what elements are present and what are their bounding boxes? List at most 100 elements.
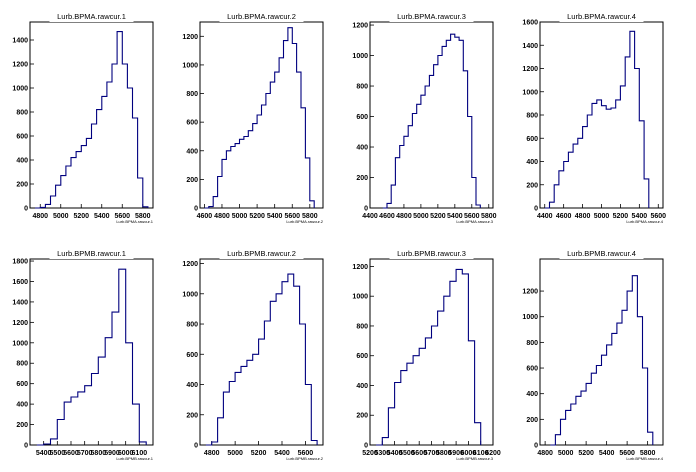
y-tick-label: 200 xyxy=(186,177,198,184)
x-tick-label: 5900 xyxy=(104,450,120,457)
x-axis-title: Lurb.BPMA.rawcur.3 xyxy=(456,219,493,224)
y-tick-label: 600 xyxy=(186,120,198,127)
plot-frame xyxy=(29,21,154,209)
x-tick-label: 5000 xyxy=(232,213,248,220)
title-box xyxy=(389,245,474,259)
y-tick-label: 0 xyxy=(534,443,538,450)
x-axis-title: Lurb.BPMA.rawcur.1 xyxy=(116,219,153,224)
x-tick-label: 5200 xyxy=(578,450,594,457)
x-tick-label: 5700 xyxy=(424,450,440,457)
y-tick-label: 400 xyxy=(186,148,198,155)
x-tick-label: 6000 xyxy=(461,450,477,457)
y-tick-label: 1200 xyxy=(352,23,368,30)
y-tick-label: 1400 xyxy=(12,299,28,306)
x-tick-label: 5500 xyxy=(399,450,415,457)
y-tick-label: 600 xyxy=(16,134,28,141)
y-tick-label: 1000 xyxy=(352,53,368,60)
y-tick-label: 800 xyxy=(16,110,28,117)
x-axis-title: Lurb.BPMB.rawcur.4 xyxy=(626,456,663,461)
histogram-title: Lurb.BPMB.rawcur.3 xyxy=(397,249,466,258)
title-box xyxy=(49,8,134,22)
y-tick-label: 0 xyxy=(364,206,368,213)
x-tick-label: 6100 xyxy=(132,450,148,457)
x-tick-label: 5000 xyxy=(594,213,610,220)
x-tick-label: 5600 xyxy=(411,450,427,457)
x-tick-label: 5300 xyxy=(375,450,391,457)
y-tick-label: 400 xyxy=(356,383,368,390)
y-tick-label: 200 xyxy=(526,417,538,424)
x-tick-label: 5400 xyxy=(447,213,463,220)
x-tick-label: 5800 xyxy=(91,450,107,457)
x-tick-label: 4800 xyxy=(32,213,48,220)
x-tick-label: 5900 xyxy=(448,450,464,457)
x-tick-label: 5000 xyxy=(227,450,243,457)
x-tick-label: 4800 xyxy=(204,450,220,457)
histogram-panel: Lurb.BPMA.rawcur.1 0 200 400 600 800 1000 1200 1… xyxy=(12,8,154,224)
y-tick-label: 1800 xyxy=(12,259,28,266)
y-tick-label: 1000 xyxy=(12,340,28,347)
y-tick-label: 800 xyxy=(16,361,28,368)
x-tick-label: 5200 xyxy=(362,450,378,457)
x-tick-label: 6200 xyxy=(485,450,501,457)
y-tick-label: 1000 xyxy=(352,294,368,301)
plot-frame xyxy=(29,258,154,446)
histogram-series xyxy=(376,268,482,446)
y-tick-label: 800 xyxy=(356,323,368,330)
x-tick-label: 4600 xyxy=(197,213,213,220)
y-tick-label: 1600 xyxy=(522,20,538,27)
y-tick-label: 0 xyxy=(24,206,28,213)
x-tick-label: 5000 xyxy=(53,213,69,220)
histogram-series xyxy=(550,275,654,446)
x-tick-label: 4600 xyxy=(379,213,395,220)
x-tick-label: 5500 xyxy=(50,450,66,457)
y-tick-label: 400 xyxy=(16,158,28,165)
y-tick-label: 800 xyxy=(526,113,538,120)
x-axis-title: Lurb.BPMB.rawcur.2 xyxy=(286,456,323,461)
y-tick-label: 0 xyxy=(534,206,538,213)
x-tick-label: 5800 xyxy=(135,213,151,220)
x-tick-label: 4600 xyxy=(556,213,572,220)
histogram-panel: Lurb.BPMB.rawcur.1 0 200 400 600 800 1000 1200 1… xyxy=(12,245,154,461)
y-tick-label: 800 xyxy=(526,340,538,347)
histogram-series xyxy=(35,31,149,209)
x-tick-label: 4800 xyxy=(575,213,591,220)
y-tick-label: 0 xyxy=(194,206,198,213)
x-axis-title: Lurb.BPMA.rawcur.2 xyxy=(286,219,323,224)
y-tick-label: 1200 xyxy=(182,261,198,268)
y-tick-label: 200 xyxy=(356,175,368,182)
y-tick-label: 1000 xyxy=(182,291,198,298)
x-tick-label: 5600 xyxy=(650,213,666,220)
y-tick-label: 1000 xyxy=(182,62,198,69)
x-tick-label: 5400 xyxy=(94,213,110,220)
x-axis-title: Lurb.BPMA.rawcur.4 xyxy=(626,219,663,224)
title-box xyxy=(49,245,134,259)
y-tick-label: 1400 xyxy=(12,38,28,45)
y-tick-label: 200 xyxy=(16,182,28,189)
histogram-panel: Lurb.BPMB.rawcur.2 0 200 400 600 800 1000 1200 4… xyxy=(182,245,324,461)
y-tick-label: 200 xyxy=(526,182,538,189)
x-tick-label: 4800 xyxy=(396,213,412,220)
y-tick-label: 800 xyxy=(186,322,198,329)
x-tick-label: 6100 xyxy=(473,450,489,457)
x-tick-label: 4400 xyxy=(537,213,553,220)
y-tick-label: 400 xyxy=(356,145,368,152)
histogram-title: Lurb.BPMA.rawcur.4 xyxy=(567,12,636,21)
y-tick-label: 800 xyxy=(356,84,368,91)
y-tick-label: 600 xyxy=(16,381,28,388)
x-tick-label: 5800 xyxy=(640,450,656,457)
y-tick-label: 1200 xyxy=(12,62,28,69)
title-box xyxy=(559,8,644,22)
x-tick-label: 5200 xyxy=(73,213,89,220)
x-tick-label: 5700 xyxy=(77,450,93,457)
y-tick-label: 600 xyxy=(356,353,368,360)
x-tick-label: 5200 xyxy=(613,213,629,220)
y-tick-label: 400 xyxy=(526,159,538,166)
title-box xyxy=(219,245,304,259)
plot-frame xyxy=(369,21,494,209)
x-tick-label: 5600 xyxy=(63,450,79,457)
x-tick-label: 4400 xyxy=(362,213,378,220)
x-tick-label: 5400 xyxy=(387,450,403,457)
y-tick-label: 1200 xyxy=(522,289,538,296)
y-tick-label: 400 xyxy=(186,382,198,389)
y-tick-label: 1600 xyxy=(12,279,28,286)
